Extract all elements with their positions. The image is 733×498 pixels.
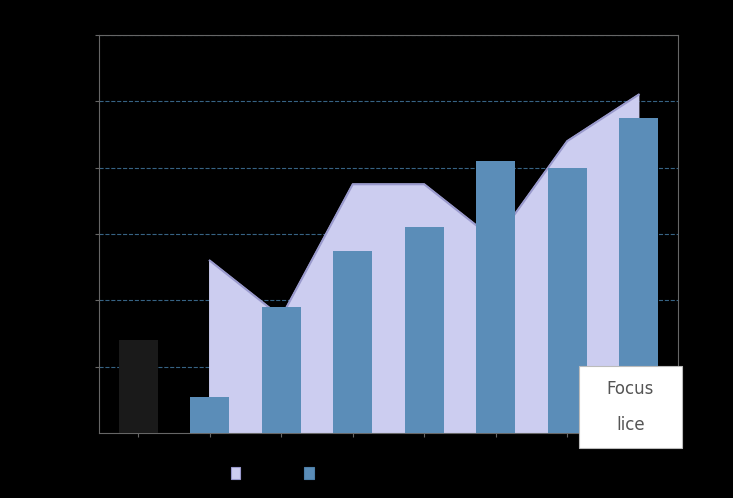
Text: lice: lice [616, 416, 645, 434]
Bar [476, 161, 515, 433]
Polygon shape [210, 95, 638, 433]
Bar [119, 340, 158, 433]
Bar [262, 307, 301, 433]
Bar [405, 228, 444, 433]
Bar [619, 118, 658, 433]
Bar [190, 397, 229, 433]
Bar [548, 168, 587, 433]
Bar [333, 250, 372, 433]
Text: Focus: Focus [607, 380, 654, 398]
